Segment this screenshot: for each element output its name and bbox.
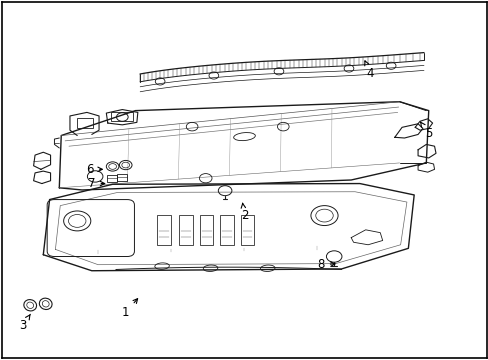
Text: 5: 5 [420, 122, 431, 140]
Text: 6: 6 [86, 163, 102, 176]
Bar [111, 112, 133, 121]
Text: 7: 7 [88, 177, 104, 190]
Bar [240, 215, 254, 245]
Text: 1: 1 [122, 299, 137, 319]
Text: 2: 2 [240, 203, 248, 222]
Bar [116, 174, 127, 181]
Text: 3: 3 [19, 314, 30, 332]
Bar [106, 175, 117, 182]
Text: 8: 8 [317, 258, 334, 271]
Bar [200, 215, 213, 245]
Bar [157, 215, 170, 245]
Bar [179, 215, 192, 245]
Text: 4: 4 [364, 61, 373, 80]
Bar [220, 215, 233, 245]
Bar [77, 118, 93, 129]
